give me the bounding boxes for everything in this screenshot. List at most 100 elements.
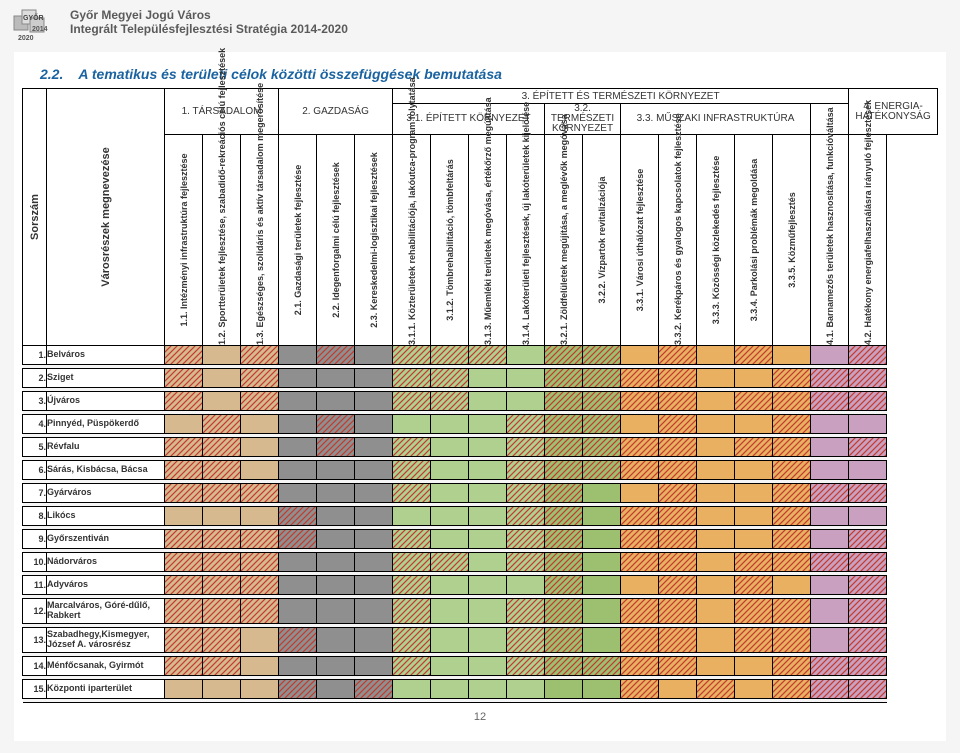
cell [241, 346, 279, 365]
cell [241, 438, 279, 457]
col-c13: 3.3.1. Városi úthálózat fejlesztése [621, 135, 659, 346]
cell [469, 346, 507, 365]
cell [773, 438, 811, 457]
col-c17: 3.3.5. Közműfejlesztés [773, 135, 811, 346]
cell [811, 530, 849, 549]
cell [165, 507, 203, 526]
cell [545, 415, 583, 434]
row-name: Szabadhegy,Kismegyer, József A. városrés… [47, 628, 165, 653]
cell [279, 576, 317, 595]
cell [279, 369, 317, 388]
cell [849, 680, 887, 699]
cell [469, 484, 507, 503]
cell [583, 392, 621, 411]
cell [773, 461, 811, 480]
cell [355, 530, 393, 549]
cell [697, 657, 735, 676]
cell [583, 553, 621, 572]
cell [545, 576, 583, 595]
cell [355, 369, 393, 388]
cell [203, 392, 241, 411]
row-num: 1. [23, 346, 47, 365]
cell [849, 576, 887, 595]
cell [659, 346, 697, 365]
cell [203, 553, 241, 572]
row-name: Ménfőcsanak, Gyirmót [47, 657, 165, 676]
cell [279, 392, 317, 411]
cell [355, 657, 393, 676]
cell [279, 438, 317, 457]
cell [165, 599, 203, 624]
cell [507, 680, 545, 699]
cell [849, 415, 887, 434]
cell [355, 680, 393, 699]
row-name: Nádorváros [47, 553, 165, 572]
row-num: 2. [23, 369, 47, 388]
cell [583, 507, 621, 526]
cell [545, 628, 583, 653]
cell [317, 484, 355, 503]
cell [317, 346, 355, 365]
cell [165, 553, 203, 572]
group-2: 2. GAZDASÁG [279, 89, 393, 135]
cell [583, 657, 621, 676]
cell [659, 392, 697, 411]
cell [583, 438, 621, 457]
cell [241, 484, 279, 503]
cell [621, 599, 659, 624]
cell [621, 576, 659, 595]
cell [165, 628, 203, 653]
cell [659, 553, 697, 572]
cell [849, 392, 887, 411]
cell [811, 599, 849, 624]
cell [165, 484, 203, 503]
cell [659, 599, 697, 624]
subgroup-3: 3.3. MŰSZAKI INFRASTRUKTÚRA [621, 104, 811, 135]
cell [773, 415, 811, 434]
col-c19: 4.2. Hatékony energiafelhasználásra irán… [849, 135, 887, 346]
cell [659, 576, 697, 595]
cell [431, 576, 469, 595]
cell [659, 628, 697, 653]
cell [545, 530, 583, 549]
cell [545, 553, 583, 572]
cell [773, 599, 811, 624]
cell [507, 576, 545, 595]
section-title: 2.2. A tematikus és területi célok közöt… [40, 66, 938, 82]
cell [659, 438, 697, 457]
cell [849, 530, 887, 549]
cell [241, 369, 279, 388]
cell [203, 507, 241, 526]
col-c1: 1.1. Intézményi infrastruktúra fejleszté… [165, 135, 203, 346]
col-c7: 3.1.1. Közterületek rehabilitációja, lak… [393, 135, 431, 346]
cell [241, 530, 279, 549]
cell [507, 461, 545, 480]
cell [811, 628, 849, 653]
cell [203, 680, 241, 699]
row-num: 10. [23, 553, 47, 572]
cell [469, 553, 507, 572]
cell [621, 553, 659, 572]
cell [773, 657, 811, 676]
cell [203, 438, 241, 457]
cell [317, 576, 355, 595]
cell [583, 680, 621, 699]
cell [431, 369, 469, 388]
cell [659, 507, 697, 526]
col-c18: 4.1. Barnamezős területek hasznosítása, … [811, 135, 849, 346]
cell [545, 369, 583, 388]
col-c6: 2.3. Kereskedelmi-logisztikai fejlesztés… [355, 135, 393, 346]
cell [165, 461, 203, 480]
cell [241, 680, 279, 699]
cell [621, 628, 659, 653]
cell [507, 530, 545, 549]
cell [811, 392, 849, 411]
cell [507, 628, 545, 653]
header-subtitle: Integrált Településfejlesztési Stratégia… [70, 22, 940, 36]
cell [431, 657, 469, 676]
cell [507, 392, 545, 411]
cell [393, 438, 431, 457]
cell [279, 530, 317, 549]
cell [279, 599, 317, 624]
cell [431, 628, 469, 653]
